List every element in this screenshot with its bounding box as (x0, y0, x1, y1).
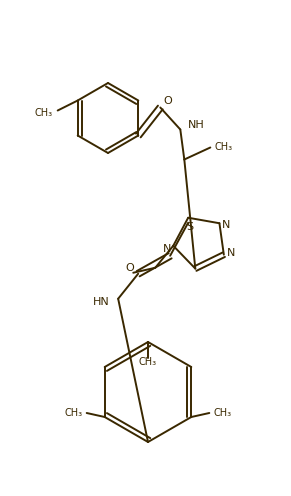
Text: CH₃: CH₃ (65, 408, 83, 418)
Text: CH₃: CH₃ (139, 357, 157, 367)
Text: CH₃: CH₃ (213, 408, 231, 418)
Text: N: N (163, 244, 171, 254)
Text: O: O (126, 263, 134, 273)
Text: CH₃: CH₃ (214, 141, 233, 151)
Text: N: N (227, 248, 235, 258)
Text: S: S (187, 222, 194, 232)
Text: HN: HN (93, 297, 109, 307)
Text: NH: NH (188, 121, 205, 130)
Text: CH₃: CH₃ (35, 108, 53, 118)
Text: N: N (222, 220, 230, 230)
Text: O: O (163, 97, 172, 107)
